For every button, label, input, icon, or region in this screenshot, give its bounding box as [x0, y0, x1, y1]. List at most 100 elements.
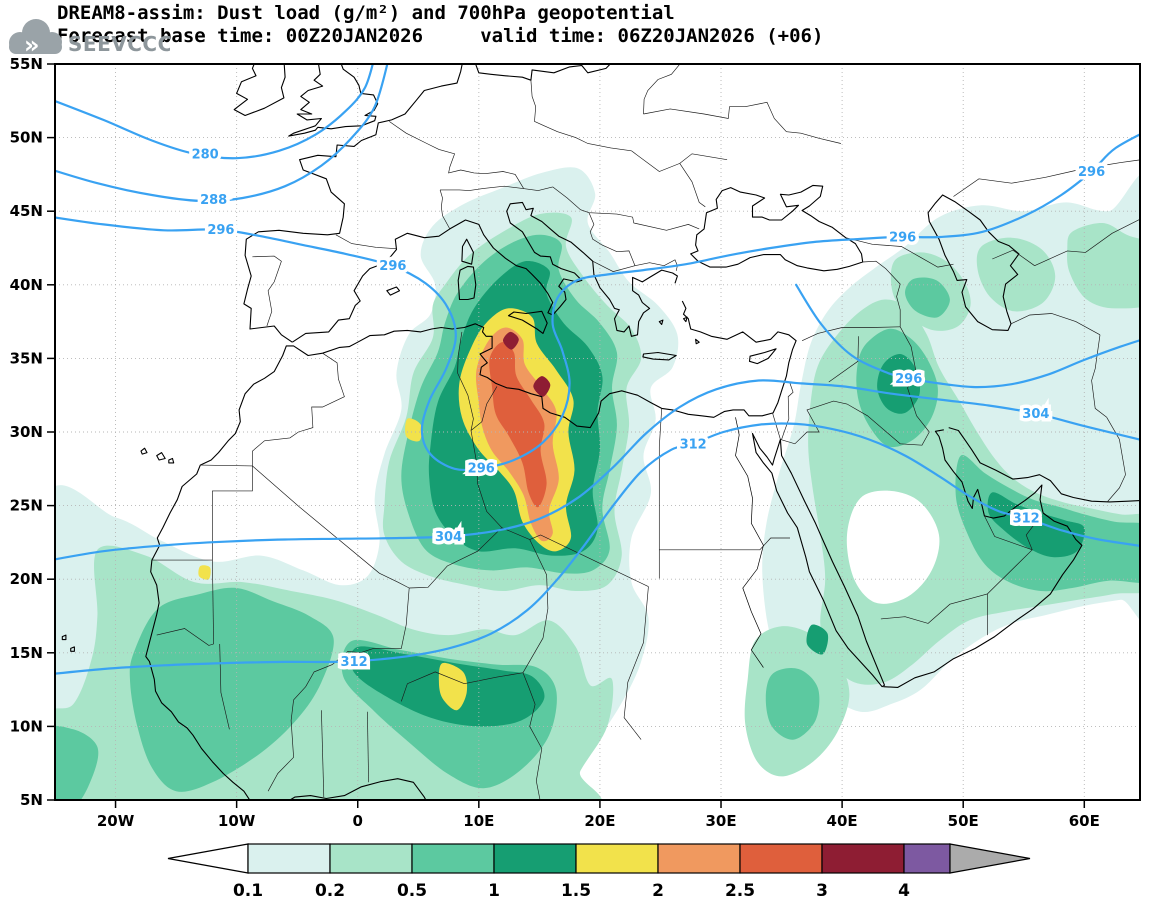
dust-contour-fill [765, 667, 820, 740]
contour-label-halo: 304 [1022, 407, 1049, 422]
colorbar-segment [739, 843, 823, 874]
country-border [659, 537, 790, 551]
contour-label: 304 [435, 530, 462, 545]
colorbar-segment [575, 843, 659, 874]
country-border [457, 331, 474, 431]
lon-tick-label: 10E [463, 812, 494, 830]
colorbar-overflow-arrow [949, 843, 1031, 874]
colorbar-label: 0.2 [315, 881, 345, 901]
dust-contour-fill [905, 277, 950, 318]
coastline [927, 194, 1020, 331]
dust-contour-fill [55, 725, 99, 800]
dust-contour-fill [438, 662, 468, 711]
colorbar-segment [903, 843, 951, 874]
coastline [642, 351, 677, 361]
coastline [70, 646, 75, 652]
contour-label-halo: 288 [200, 193, 227, 208]
dust-contour-fill [877, 353, 921, 414]
dust-contour-fill [489, 342, 547, 508]
lat-tick-label: 50N [10, 129, 43, 147]
dust-contour-fill [502, 331, 519, 350]
country-border [643, 64, 681, 115]
axis-layer: 55N 50N 45N 40N 35N 30N 25N 20N 15N 10N 5N 20W 10W 0 1… [10, 55, 1100, 830]
forecast-map: 2802802882882962962962962962963043043123… [10, 55, 1141, 830]
lon-tick-label: 20E [584, 812, 615, 830]
coastline-layer [61, 64, 1140, 800]
country-border [862, 260, 901, 327]
geopotential-contour-280 [55, 64, 374, 160]
contour-label: 280 [192, 147, 219, 162]
country-border [679, 163, 706, 208]
country-border [623, 586, 649, 740]
contour-label-halo: 296 [889, 230, 916, 245]
coastline [751, 432, 886, 688]
contour-label-halo: 296 [895, 372, 922, 387]
dust-load-colorbar: 0.1 0.2 0.5 1 1.5 2 2.5 3 4 [167, 843, 1031, 901]
contour-label: 312 [680, 437, 707, 452]
coastline [682, 316, 688, 323]
colorbar-label: 1.5 [561, 881, 591, 901]
nile-river [735, 417, 764, 668]
coastline [475, 64, 612, 81]
geopotential-contour-304 [55, 379, 1140, 561]
contour-label: 296 [468, 462, 495, 477]
country-border [321, 710, 325, 798]
geopotential-contour-layer [55, 64, 1140, 675]
country-border [592, 259, 678, 272]
lat-tick-label: 35N [10, 349, 43, 367]
geopotential-contour-288 [55, 64, 389, 203]
contour-label: 312 [341, 655, 368, 670]
lon-tick-label: 50E [948, 812, 979, 830]
dust-contour-fill [1067, 222, 1140, 309]
country-border [440, 185, 553, 191]
colorbar-segment [821, 843, 905, 874]
dust-contour-fill [129, 587, 334, 792]
colorbar-label: 2.5 [725, 881, 755, 901]
coastline [695, 338, 700, 345]
lat-tick-label: 10N [10, 717, 43, 735]
contour-label-halo: 312 [1013, 512, 1040, 527]
colorbar-label: 2 [652, 881, 664, 901]
country-border [801, 326, 901, 341]
country-border [470, 386, 498, 431]
coastline [457, 265, 477, 301]
map-interior: 2802802882882962962962962962963043043123… [55, 64, 1140, 800]
colorbar-segment [493, 843, 577, 874]
lat-tick-label: 20N [10, 570, 43, 588]
coastline [883, 429, 1083, 688]
coastline [288, 64, 379, 137]
lon-tick-label: 30E [705, 812, 736, 830]
dust-contour-fill [976, 237, 1056, 312]
country-border [439, 189, 451, 230]
country-border [828, 336, 859, 383]
colorbar-label: 1 [488, 881, 500, 901]
lat-tick-label: 5N [20, 791, 43, 809]
colorbar-scale [167, 843, 1031, 874]
country-border [880, 517, 1040, 624]
dust-contour-fill [987, 492, 1085, 558]
contour-label: 296 [889, 230, 916, 245]
coastline [948, 427, 1140, 503]
colorbar-underflow-arrow [167, 843, 249, 874]
contour-label: 296 [895, 372, 922, 387]
colorbar-label: 4 [898, 881, 910, 901]
dust-contour-fill [405, 418, 422, 442]
country-border [156, 628, 214, 646]
country-border [335, 234, 397, 250]
lat-tick-label: 15N [10, 644, 43, 662]
country-border [953, 159, 1140, 197]
country-border [1091, 334, 1107, 418]
chart-title: DREAM8-assim: Dust load (g/m²) and 700hP… [57, 2, 675, 24]
geopotential-contour-296 [55, 133, 1140, 472]
country-border [781, 383, 794, 440]
country-border [780, 400, 930, 446]
country-border [400, 671, 524, 702]
lon-tick-label: 60E [1069, 812, 1100, 830]
contour-label: 296 [1078, 165, 1105, 180]
country-border [1106, 417, 1126, 503]
coastline [690, 184, 864, 272]
contour-label-halo: 280 [192, 147, 219, 162]
country-border [409, 527, 503, 589]
coastline [507, 310, 548, 334]
